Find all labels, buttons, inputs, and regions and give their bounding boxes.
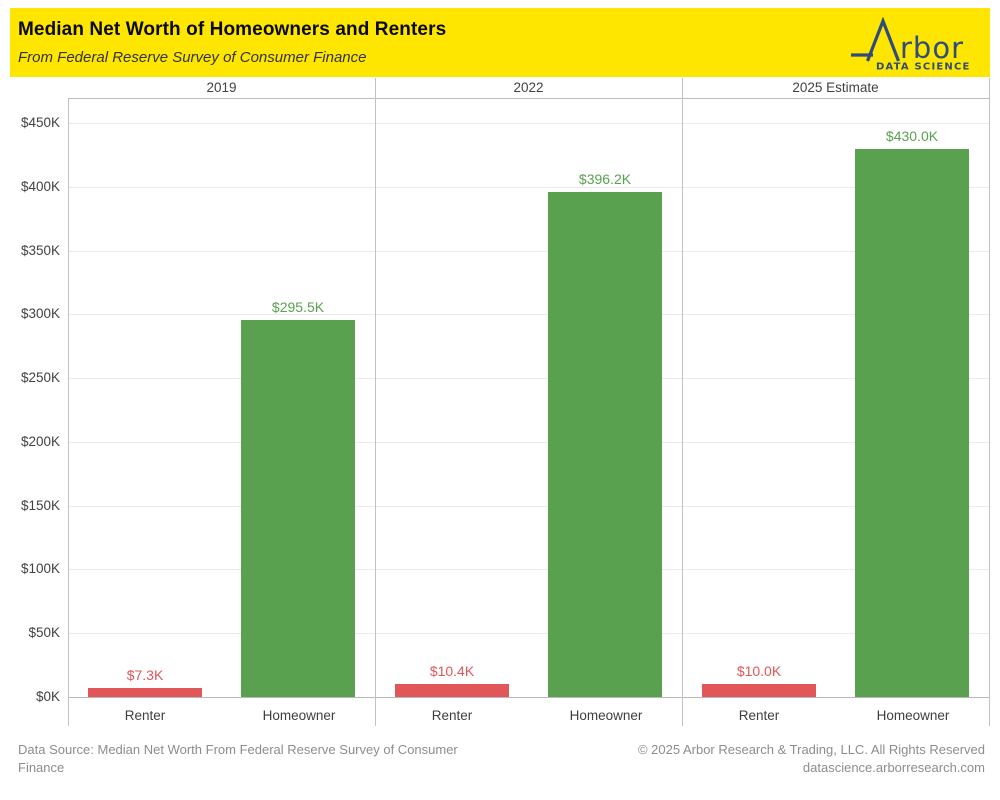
y-axis-tick-label: $0K [35, 689, 60, 704]
logo-wordmark: rbor [900, 31, 964, 65]
bar-value-label: $10.4K [429, 663, 475, 679]
y-axis-tick-label: $200K [20, 434, 60, 449]
y-axis-line [68, 98, 69, 726]
gridline [68, 314, 989, 315]
gridline [68, 251, 989, 252]
y-axis-tick-label: $400K [20, 179, 60, 194]
bar-value-label: $10.0K [736, 663, 782, 679]
y-axis-tick-label: $100K [20, 561, 60, 576]
page-subtitle: From Federal Reserve Survey of Consumer … [18, 49, 367, 66]
category-label: Homeowner [262, 708, 336, 723]
bar-value-label: $430.0K [885, 128, 939, 144]
gridline [68, 378, 989, 379]
bar-homeowner [855, 149, 969, 697]
y-axis-tick-label: $300K [20, 306, 60, 321]
panel-divider [375, 78, 376, 726]
bar-value-label: $7.3K [126, 667, 164, 683]
logo-tagline: DATA SCIENCE [876, 62, 971, 72]
bar-renter [702, 684, 816, 697]
category-label: Homeowner [569, 708, 643, 723]
panel-divider [989, 78, 990, 726]
y-axis-tick-label: $350K [20, 243, 60, 258]
gridline [68, 442, 989, 443]
footer-source: Data Source: Median Net Worth From Feder… [18, 742, 458, 775]
logo-mountain-icon [866, 17, 900, 62]
footer-website: datascience.arborresearch.com [802, 760, 985, 775]
panel-header-2019: 2019 [206, 80, 237, 95]
page-title: Median Net Worth of Homeowners and Rente… [18, 19, 447, 40]
footer-copyright: © 2025 Arbor Research & Trading, LLC. Al… [637, 742, 985, 757]
gridline [68, 123, 989, 124]
arbor-logo: rbor DATA SCIENCE [851, 17, 971, 72]
panel-header-2022: 2022 [513, 80, 544, 95]
header-band: Median Net Worth of Homeowners and Rente… [10, 8, 990, 77]
bar-renter [88, 688, 202, 697]
bar-value-label: $396.2K [578, 171, 632, 187]
bar-renter [395, 684, 509, 697]
gridline [68, 633, 989, 634]
y-axis-tick-label: $250K [20, 370, 60, 385]
category-label: Renter [124, 708, 166, 723]
panel-header-border [68, 98, 989, 99]
category-label: Renter [738, 708, 780, 723]
bar-homeowner [241, 320, 355, 697]
gridline [68, 187, 989, 188]
y-axis-tick-label: $450K [20, 115, 60, 130]
x-axis-line [68, 697, 989, 698]
footer-right: © 2025 Arbor Research & Trading, LLC. Al… [485, 741, 985, 777]
panel-divider [682, 78, 683, 726]
category-label: Renter [431, 708, 473, 723]
y-axis-tick-label: $150K [20, 498, 60, 513]
category-label: Homeowner [876, 708, 950, 723]
gridline [68, 506, 989, 507]
bar-value-label: $295.5K [271, 299, 325, 315]
panel-header-2025-estimate: 2025 Estimate [792, 80, 879, 95]
bar-homeowner [548, 192, 662, 697]
gridline [68, 569, 989, 570]
y-axis-tick-label: $50K [28, 625, 60, 640]
